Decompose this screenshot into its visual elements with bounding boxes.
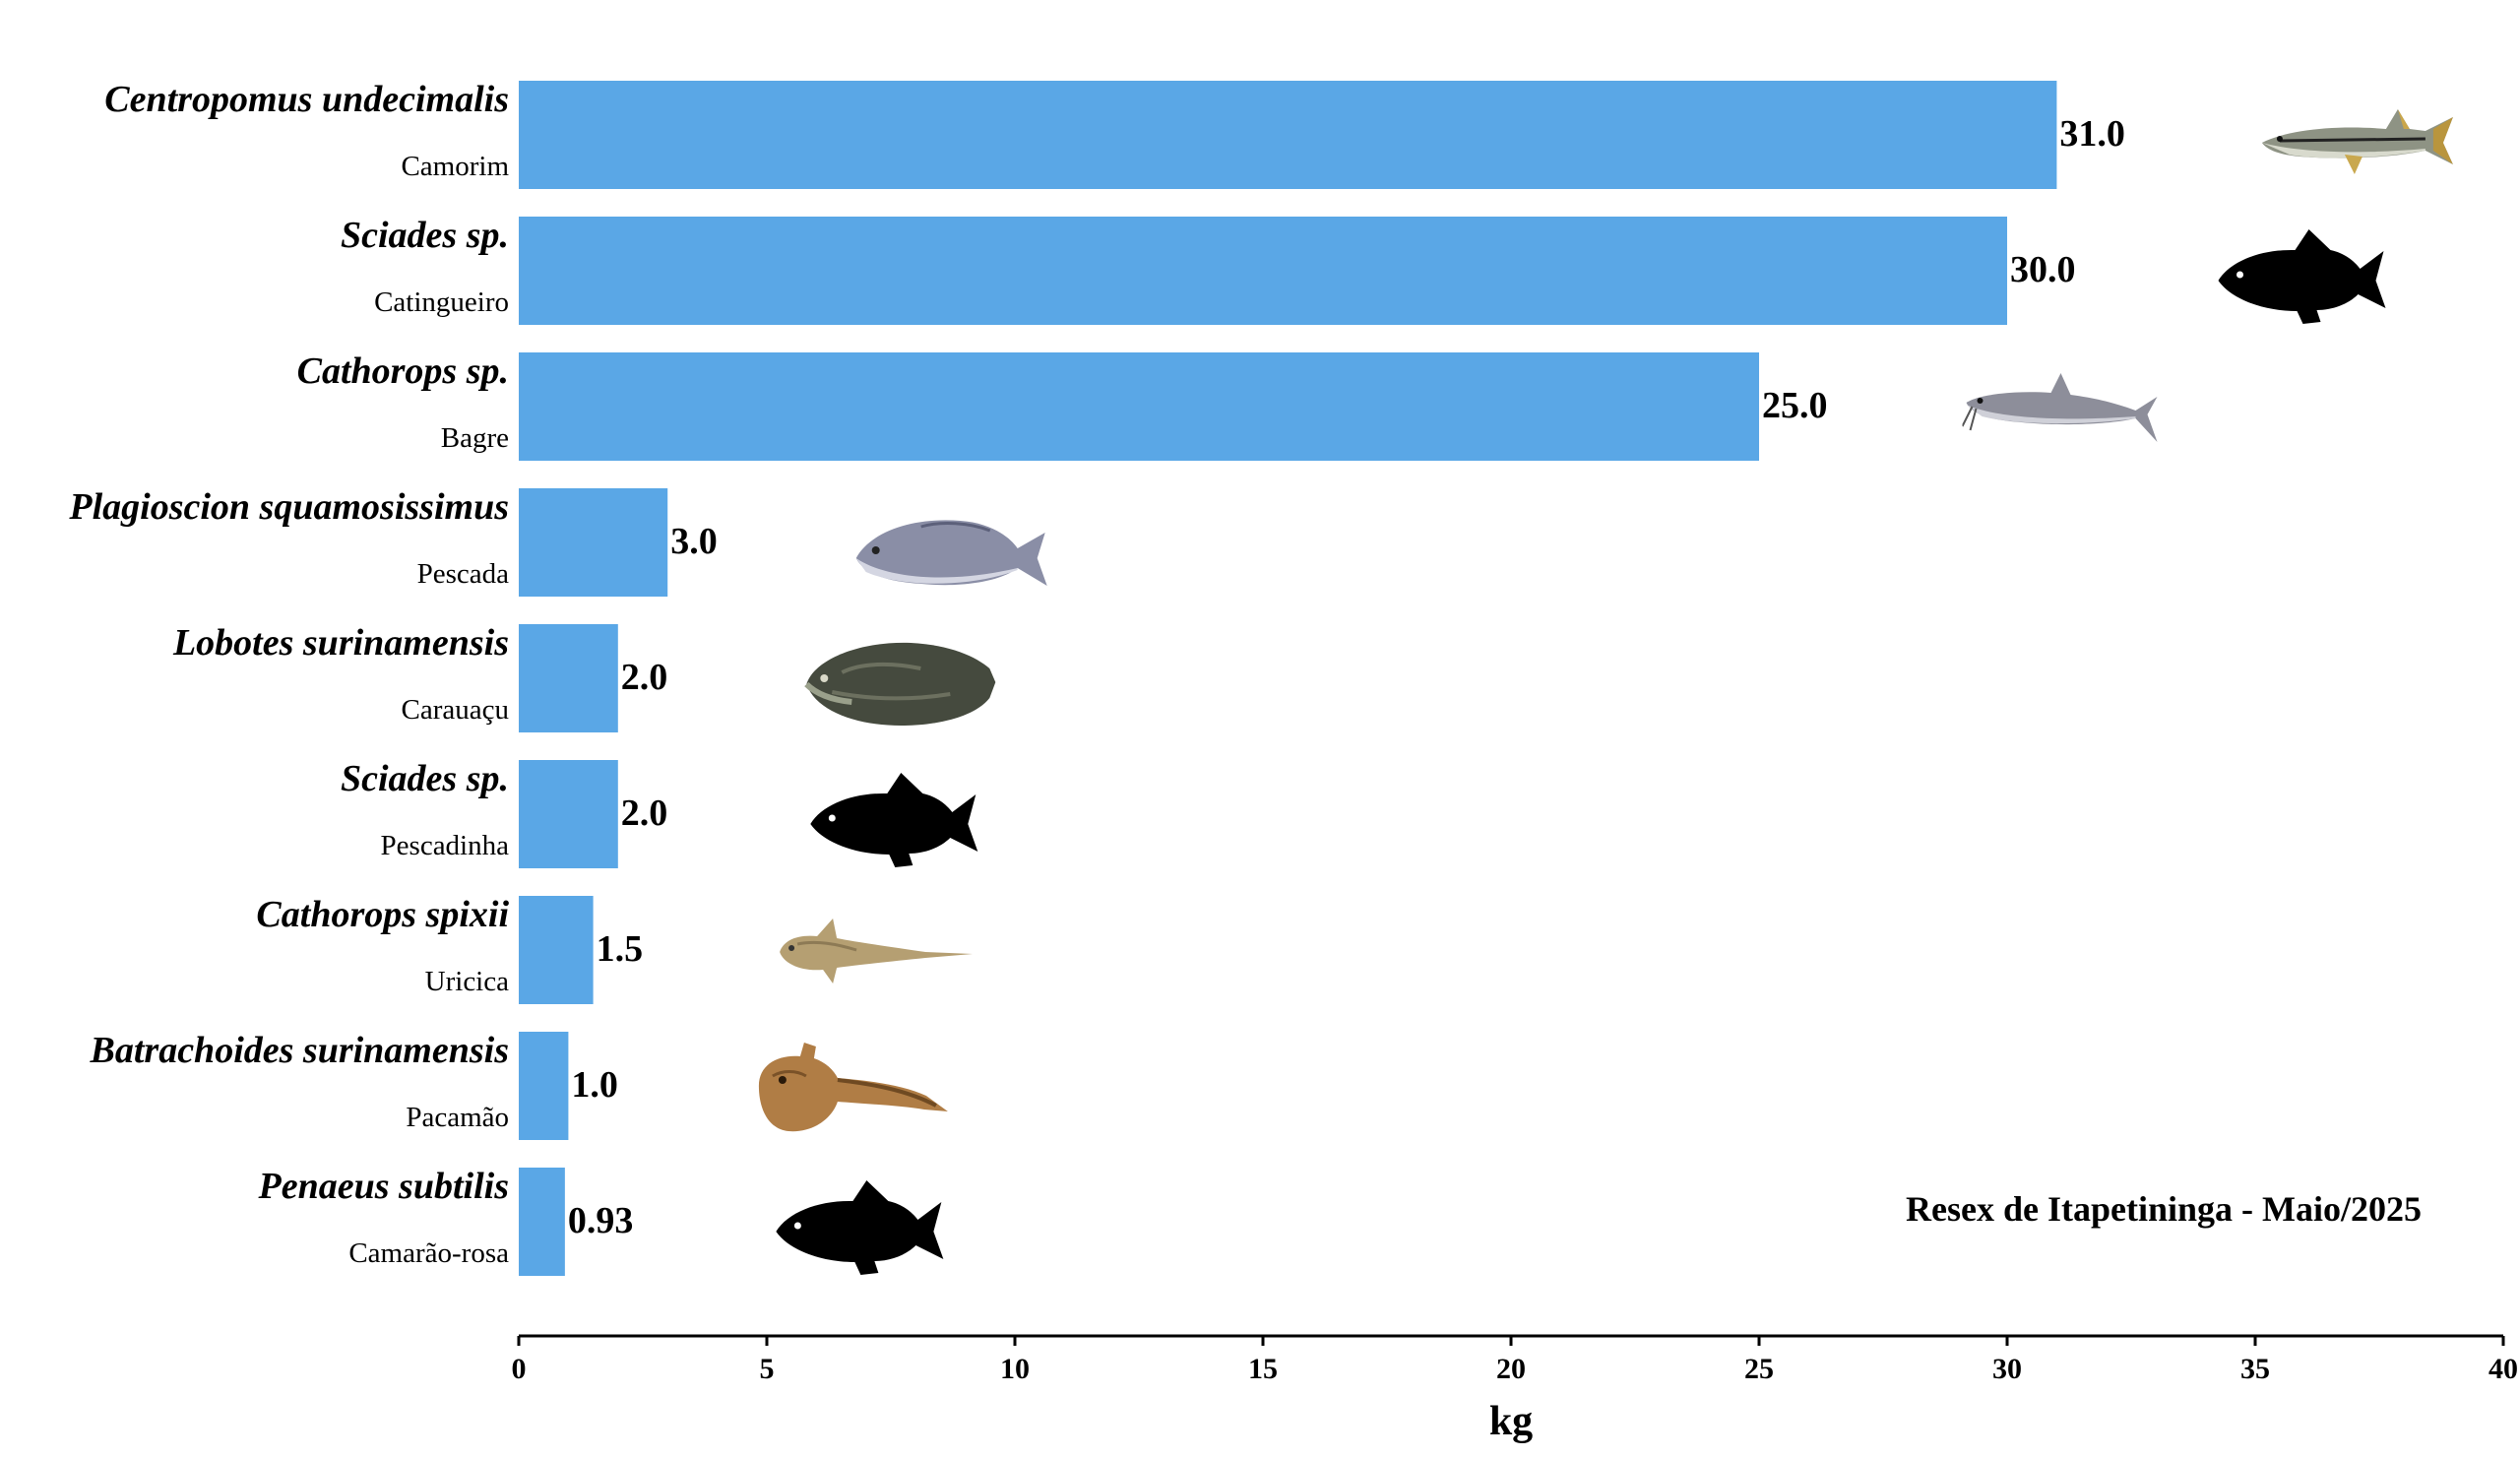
species-scientific-label: Sciades sp.	[341, 758, 509, 799]
bar-value-label: 2.0	[621, 657, 668, 698]
bar-value-label: 1.0	[571, 1064, 618, 1106]
x-tick-label: 30	[1992, 1353, 2022, 1385]
species-scientific-label: Batrachoides surinamensis	[90, 1030, 510, 1071]
x-tick-label: 5	[760, 1353, 775, 1385]
x-tick-label: 0	[512, 1353, 527, 1385]
x-tick-label: 35	[2240, 1353, 2270, 1385]
bar-group: Cathorops sp. Bagre 25.0	[297, 350, 1828, 461]
toadfish-icon	[756, 1041, 950, 1134]
species-common-label: Pescada	[417, 558, 510, 590]
species-scientific-label: Sciades sp.	[341, 215, 509, 256]
bar-group: Centropomus undecimalis Camorim 31.0	[104, 79, 2125, 189]
bar-group: Plagioscion squamosissimus Pescada 3.0	[68, 486, 718, 597]
bar-value-label: 31.0	[2059, 113, 2125, 155]
species-common-label: Camarão-rosa	[348, 1237, 509, 1269]
x-tick-label: 10	[1000, 1353, 1030, 1385]
species-common-label: Bagre	[441, 422, 509, 454]
bar	[519, 760, 618, 868]
bar	[519, 1032, 569, 1140]
x-tick-label: 40	[2488, 1353, 2518, 1385]
species-scientific-label: Plagioscion squamosissimus	[68, 486, 509, 528]
bar-group: Batrachoides surinamensis Pacamão 1.0	[90, 1030, 618, 1140]
bar	[519, 896, 594, 1004]
x-tick-label: 15	[1248, 1353, 1278, 1385]
bar-value-label: 30.0	[2010, 249, 2076, 290]
fish-silhouette-icon	[2218, 229, 2386, 324]
x-axis-label: kg	[1489, 1399, 1533, 1444]
x-tick-label: 20	[1496, 1353, 1526, 1385]
bar	[519, 1168, 565, 1276]
snook-fish-icon	[2260, 107, 2455, 176]
small-catfish-icon	[778, 917, 975, 985]
bar-group: Sciades sp. Pescadinha 2.0	[341, 758, 667, 868]
species-common-label: Uricica	[425, 966, 509, 997]
x-axis: 0 5 10 15 20 25 30 35 40 kg	[512, 1334, 2518, 1444]
bar-value-label: 1.5	[597, 928, 644, 970]
species-common-label: Camorim	[401, 151, 509, 182]
species-scientific-label: Cathorops spixii	[256, 894, 509, 935]
bars-layer: Centropomus undecimalis Camorim 31.0 Sciade…	[68, 79, 2125, 1276]
bar-value-label: 25.0	[1762, 385, 1828, 426]
fish-silhouette-icon	[810, 773, 978, 867]
catfish-icon	[1962, 372, 2159, 443]
species-scientific-label: Penaeus subtilis	[258, 1166, 509, 1207]
species-scientific-label: Lobotes surinamensis	[172, 622, 509, 664]
fish-silhouette-icon	[776, 1180, 944, 1275]
bar-group: Lobotes surinamensis Carauaçu 2.0	[172, 622, 667, 732]
croaker-fish-icon	[854, 518, 1049, 588]
bar-group: Penaeus subtilis Camarão-rosa 0.93	[258, 1166, 634, 1276]
species-scientific-label: Centropomus undecimalis	[104, 79, 509, 120]
species-common-label: Pacamão	[406, 1102, 509, 1133]
bar	[519, 217, 2007, 325]
bar	[519, 81, 2057, 189]
tripletail-fish-icon	[806, 643, 995, 726]
bar	[519, 624, 618, 732]
bar-value-label: 0.93	[568, 1200, 634, 1241]
species-scientific-label: Cathorops sp.	[297, 350, 509, 392]
bar-value-label: 2.0	[621, 792, 668, 834]
species-common-label: Catingueiro	[374, 286, 509, 318]
bar	[519, 352, 1759, 461]
bar	[519, 488, 668, 597]
bar-group: Cathorops spixii Uricica 1.5	[256, 894, 643, 1004]
species-common-label: Pescadinha	[381, 830, 510, 861]
bar-group: Sciades sp. Catingueiro 30.0	[341, 215, 2076, 325]
bar-value-label: 3.0	[670, 521, 718, 562]
chart-annotation: Resex de Itapetininga - Maio/2025	[1906, 1189, 2422, 1229]
x-tick-label: 25	[1744, 1353, 1774, 1385]
species-common-label: Carauaçu	[402, 694, 510, 726]
